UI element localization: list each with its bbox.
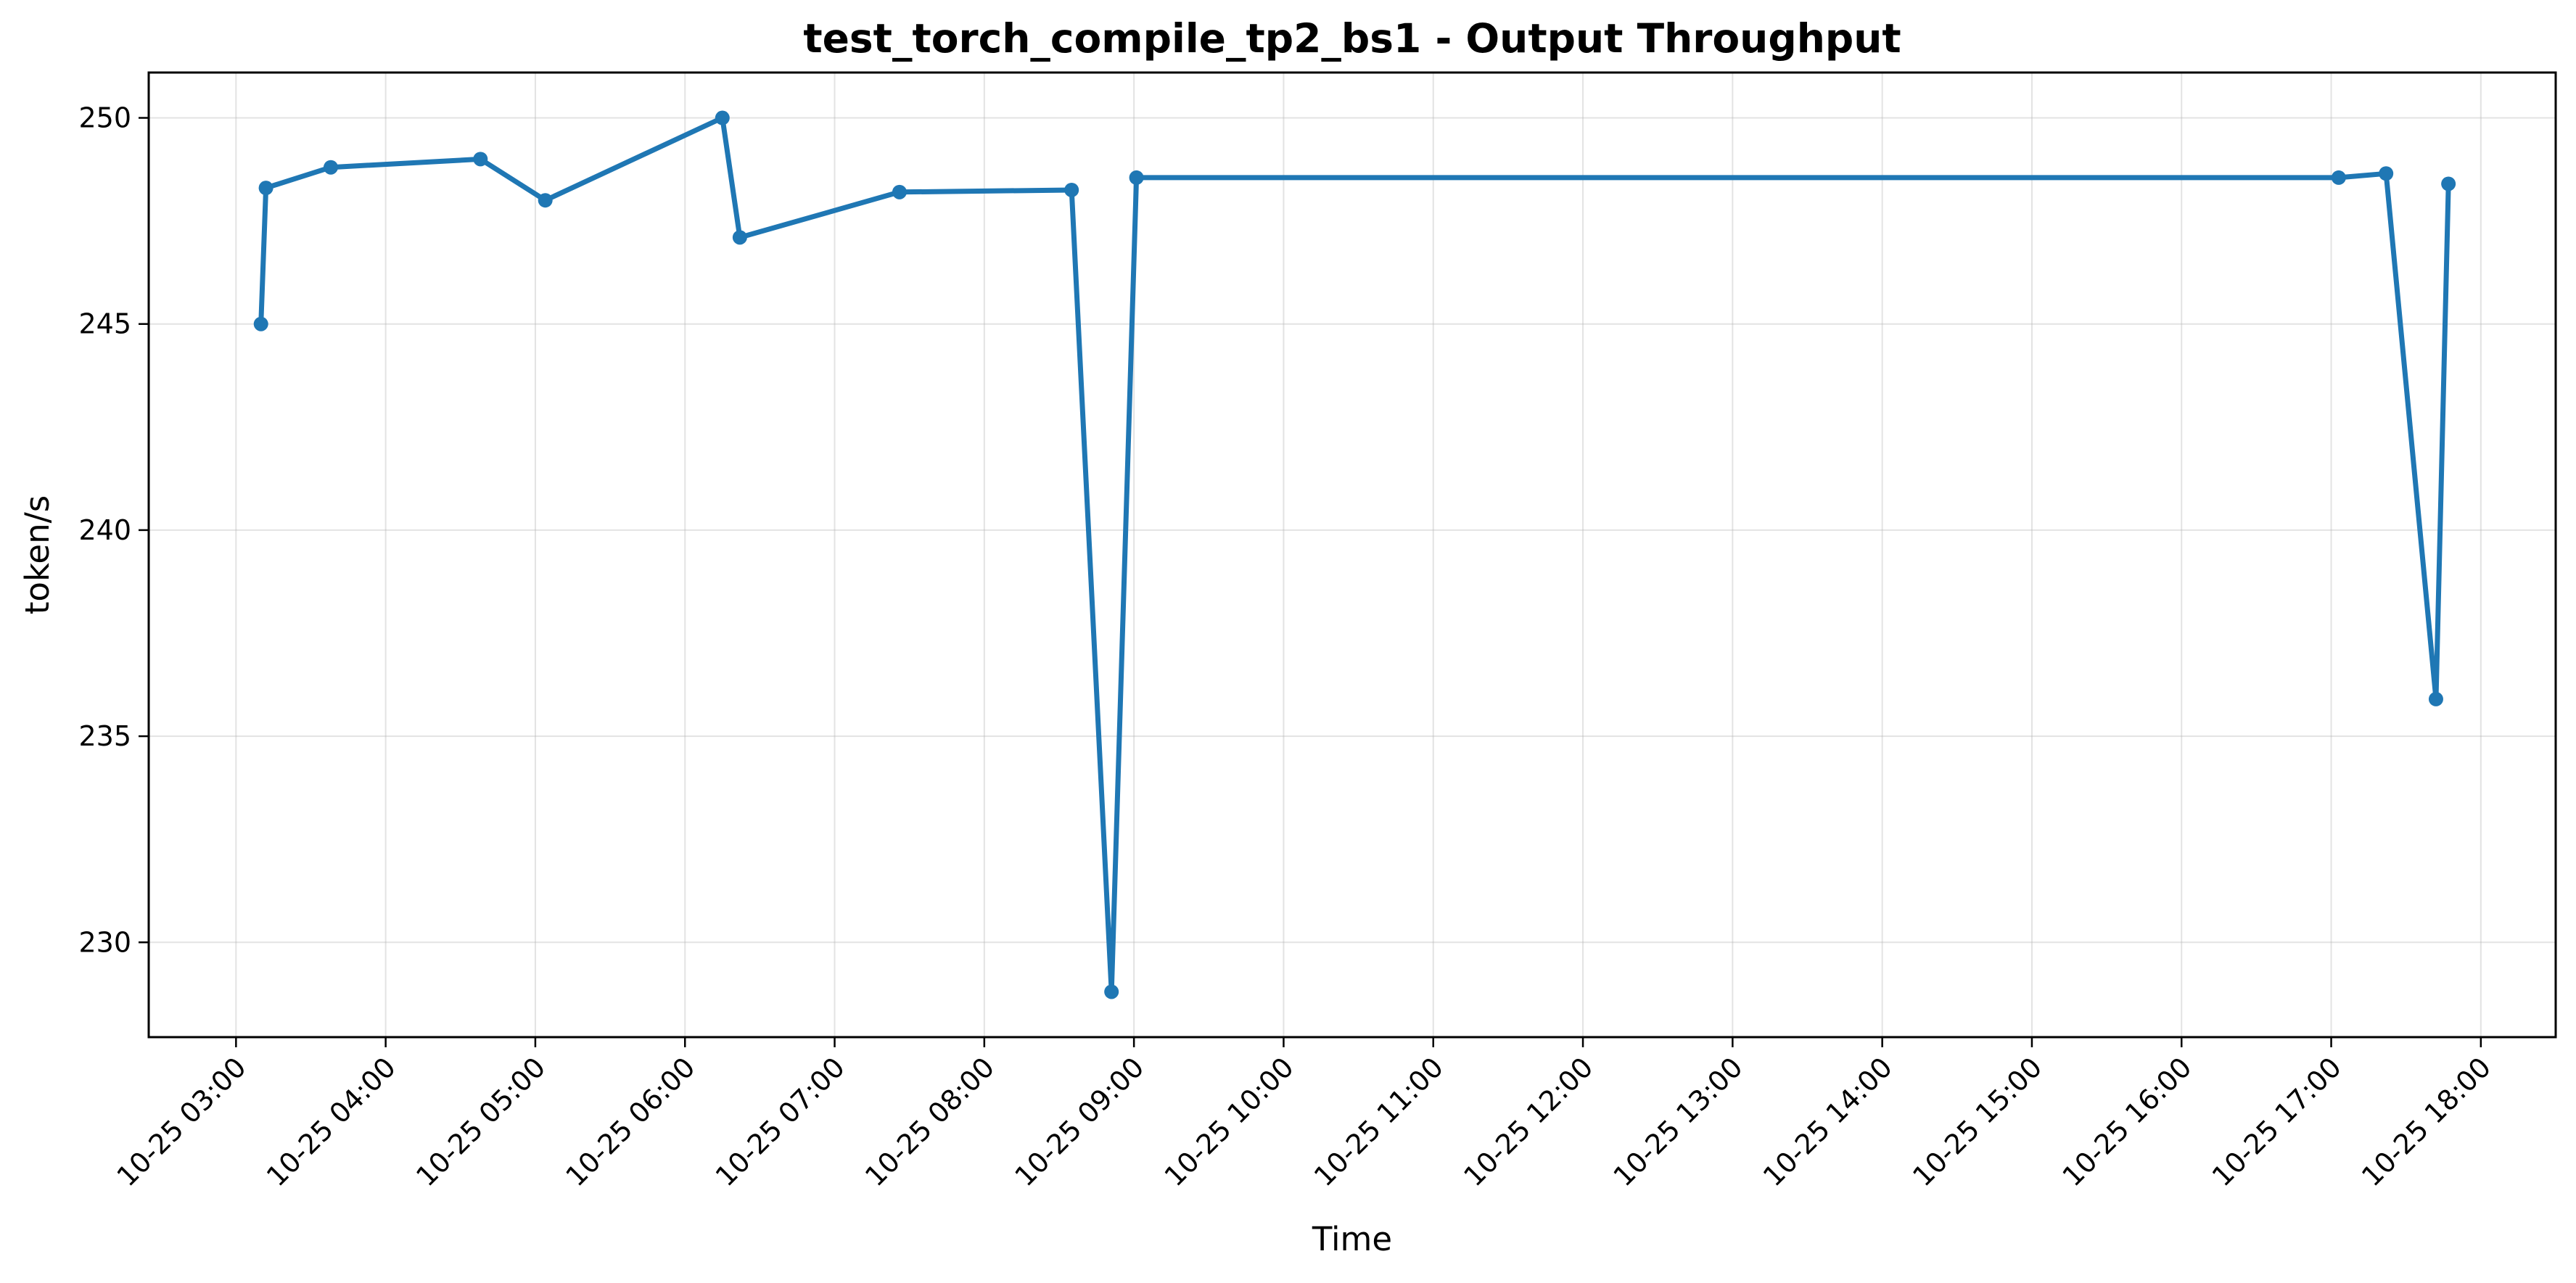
x-tick-label: 10-25 03:00 xyxy=(111,1051,252,1192)
y-axis-label: token/s xyxy=(18,495,57,614)
grid xyxy=(149,73,2556,1037)
y-tick-label: 240 xyxy=(78,514,131,546)
series-line xyxy=(258,115,2451,994)
x-tick-label: 10-25 12:00 xyxy=(1457,1051,1599,1192)
series-layer xyxy=(253,110,2456,999)
data-point xyxy=(1104,984,1119,999)
data-point xyxy=(473,152,488,167)
x-tick-label: 10-25 05:00 xyxy=(410,1051,551,1192)
x-tick-label: 10-25 11:00 xyxy=(1308,1051,1449,1192)
x-tick-label: 10-25 14:00 xyxy=(1757,1051,1898,1192)
axes: 10-25 03:00 10-25 04:00 10-25 05:00 10-25 0… xyxy=(78,102,2497,1193)
x-axis-label: Time xyxy=(1312,1220,1392,1258)
data-point xyxy=(2331,170,2346,185)
data-point xyxy=(2379,166,2394,181)
data-point xyxy=(538,193,553,208)
x-tick-label: 10-25 13:00 xyxy=(1608,1051,1749,1192)
data-point xyxy=(1064,182,1079,197)
data-point xyxy=(323,160,338,175)
data-point xyxy=(732,230,747,245)
x-tick-label: 10-25 16:00 xyxy=(2056,1051,2197,1192)
data-point xyxy=(258,181,273,196)
x-tick-label: 10-25 06:00 xyxy=(559,1051,701,1192)
x-tick-label: 10-25 09:00 xyxy=(1008,1051,1150,1192)
plot-frame xyxy=(147,71,2557,1039)
x-tick-label: 10-25 08:00 xyxy=(859,1051,1000,1192)
y-tick-label: 245 xyxy=(78,308,131,340)
x-tick-label: 10-25 15:00 xyxy=(1906,1051,2048,1192)
x-tick-label: 10-25 10:00 xyxy=(1159,1051,1300,1192)
y-tick-label: 230 xyxy=(78,926,131,958)
data-point xyxy=(2428,691,2443,706)
data-point xyxy=(892,184,907,199)
y-tick-label: 250 xyxy=(78,102,131,134)
data-point xyxy=(1129,170,1144,185)
data-point xyxy=(2441,176,2456,191)
x-tick-label: 10-25 18:00 xyxy=(2355,1051,2497,1192)
x-tick-label: 10-25 17:00 xyxy=(2206,1051,2347,1192)
data-point xyxy=(253,316,268,331)
x-tick-label: 10-25 04:00 xyxy=(260,1051,402,1192)
y-tick-label: 235 xyxy=(78,720,131,752)
x-tick-label: 10-25 07:00 xyxy=(709,1051,851,1192)
chart-title: test_torch_compile_tp2_bs1 - Output Thro… xyxy=(803,15,1901,62)
data-point xyxy=(715,110,730,125)
